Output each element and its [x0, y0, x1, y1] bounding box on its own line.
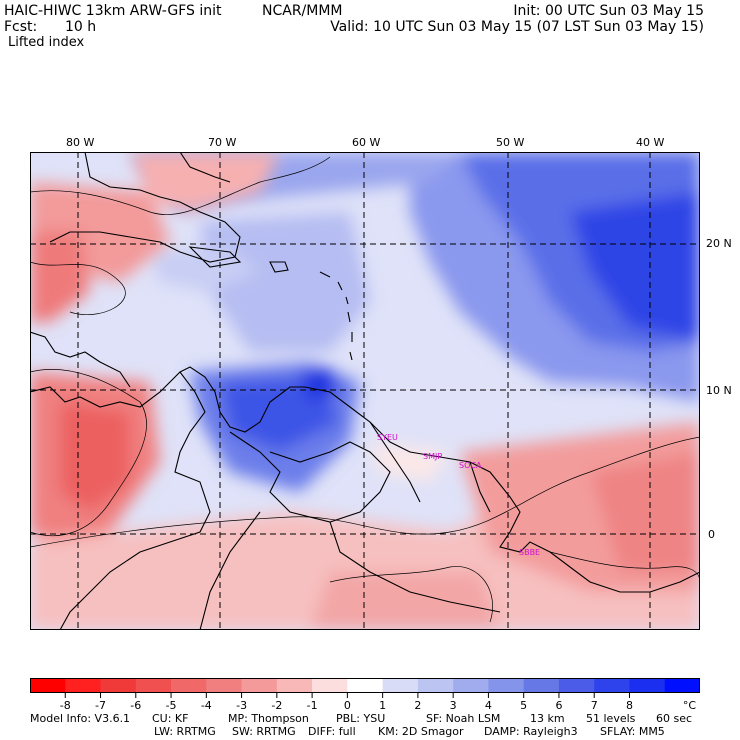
station-label: SBBE — [519, 548, 540, 557]
colorbar-unit: °C — [683, 699, 697, 712]
station-label: SMJP — [423, 452, 442, 461]
lon-label: 50 W — [496, 136, 525, 149]
colorbar-tick-label: 4 — [485, 699, 492, 712]
init-time: Init: 00 UTC Sun 03 May 15 — [513, 3, 704, 19]
lifted-index-map: SYEU SMJP SOCA SBBE — [30, 152, 700, 630]
colorbar-swatch — [488, 678, 524, 693]
forecast-label: Fcst: — [4, 19, 38, 35]
colorbar-swatch — [347, 678, 383, 693]
colorbar-tick-label: -6 — [130, 699, 141, 712]
damping-option: DAMP: Rayleigh3 — [484, 725, 578, 738]
coastlines — [30, 152, 700, 630]
colorbar-tick-label: -4 — [201, 699, 212, 712]
colorbar-swatch — [594, 678, 630, 693]
timestep: 60 sec — [656, 712, 693, 725]
station-label: SYEU — [377, 433, 398, 442]
colorbar-tick-label: -5 — [166, 699, 177, 712]
shortwave-scheme: SW: RRTMG — [232, 725, 296, 738]
colorbar-swatch — [453, 678, 489, 693]
colorbar-tick-label: 3 — [450, 699, 457, 712]
diffusion-option: DIFF: full — [308, 725, 356, 738]
lon-label: 80 W — [66, 136, 95, 149]
colorbar-swatch — [135, 678, 172, 693]
colorbar-tick-label: 0 — [344, 699, 351, 712]
colorbar-tick-label: 6 — [555, 699, 562, 712]
lat-label: 20 N — [706, 237, 732, 250]
field-name: Lifted index — [8, 35, 85, 50]
colorbar-swatch — [30, 678, 66, 693]
colorbar-swatch — [629, 678, 666, 693]
lat-label: 0 — [708, 528, 715, 541]
colorbar-swatch — [100, 678, 137, 693]
grid-spacing: 13 km — [530, 712, 565, 725]
vertical-levels: 51 levels — [586, 712, 636, 725]
surface-layer-option: SFLAY: MM5 — [600, 725, 665, 738]
organization: NCAR/MMM — [262, 3, 343, 19]
stable-air-shading — [130, 152, 700, 492]
colorbar-tick-label: 1 — [379, 699, 386, 712]
lon-label: 60 W — [352, 136, 381, 149]
colorbar-swatch — [276, 678, 313, 693]
cumulus-scheme: CU: KF — [152, 712, 189, 725]
forecast-hours: 10 h — [65, 19, 97, 35]
colorbar-tick-label: -7 — [95, 699, 106, 712]
surface-scheme: SF: Noah LSM — [426, 712, 501, 725]
colorbar-swatch — [65, 678, 101, 693]
colorbar-swatch — [417, 678, 454, 693]
colorbar-swatch — [312, 678, 348, 693]
station-label: SOCA — [459, 461, 482, 470]
colorbar-swatch — [171, 678, 207, 693]
colorbar-tick-label: 8 — [626, 699, 633, 712]
latlon-grid — [30, 152, 700, 630]
pbl-scheme: PBL: YSU — [336, 712, 386, 725]
valid-time: Valid: 10 UTC Sun 03 May 15 (07 LST Sun … — [330, 19, 704, 35]
colorbar-swatch — [523, 678, 560, 693]
colorbar-swatch — [206, 678, 242, 693]
model-version: Model Info: V3.6.1 — [30, 712, 131, 725]
lon-label: 40 W — [636, 136, 665, 149]
microphysics-scheme: MP: Thompson — [228, 712, 309, 725]
colorbar-swatch — [558, 678, 595, 693]
colorbar-tick-label: -2 — [271, 699, 282, 712]
colorbar-tick-label: 5 — [520, 699, 527, 712]
longwave-scheme: LW: RRTMG — [154, 725, 216, 738]
colorbar: -8 -7 -6 -5 -4 -3 -2 -1 0 1 2 3 4 5 6 7 8 °C — [30, 678, 700, 712]
colorbar-swatch — [382, 678, 419, 693]
colorbar-tick-label: -8 — [60, 699, 71, 712]
lat-label: 10 N — [706, 384, 732, 397]
colorbar-swatch — [664, 678, 700, 693]
lifted-index-contours — [30, 156, 700, 623]
colorbar-tick-label: 2 — [414, 699, 421, 712]
colorbar-tick-label: -3 — [236, 699, 247, 712]
map-frame — [30, 152, 700, 630]
model-title: HAIC-HIWC 13km ARW-GFS init — [4, 3, 222, 19]
colorbar-tick-label: -1 — [307, 699, 318, 712]
colorbar-tick-label: 7 — [591, 699, 598, 712]
colorbar-swatch — [241, 678, 278, 693]
km-option: KM: 2D Smagor — [378, 725, 464, 738]
lon-label: 70 W — [208, 136, 237, 149]
